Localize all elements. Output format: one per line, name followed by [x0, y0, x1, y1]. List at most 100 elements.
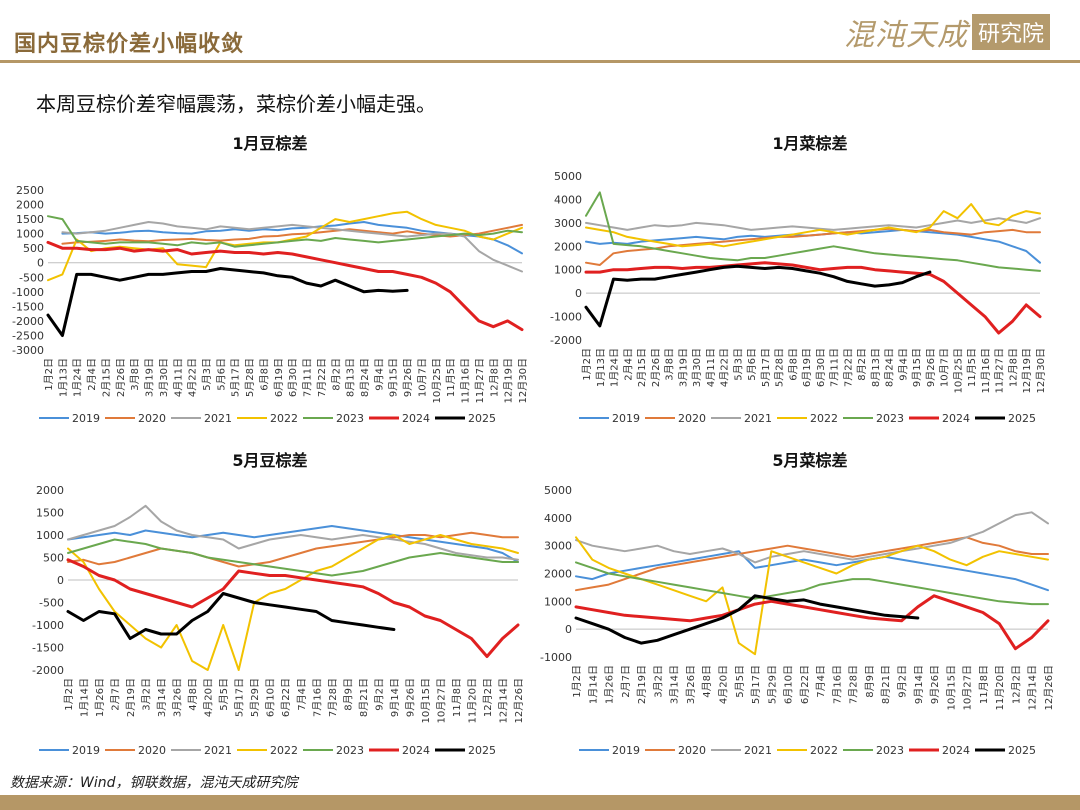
- legend-label: 2022: [270, 412, 298, 425]
- x-tick-label: 2月26日: [115, 358, 127, 397]
- y-tick-label: 1000: [36, 529, 64, 542]
- x-tick-label: 7月28日: [327, 678, 339, 717]
- series-line-2021: [61, 221, 523, 273]
- x-tick-label: 5月17日: [234, 678, 246, 717]
- series-line-2024: [574, 594, 1050, 651]
- legend-label: 2019: [612, 412, 640, 425]
- chart-5-soy-palm-spread: 5月豆棕差 -2000 -1500 -1000 -500 0 500 1000 1500 2000…: [32, 451, 525, 757]
- legend-label: 2020: [678, 412, 706, 425]
- x-tick-label: 7月28日: [848, 665, 860, 704]
- legend-label: 2024: [402, 412, 430, 425]
- series-line-2023: [585, 191, 1041, 272]
- series-line-2022: [585, 203, 1041, 248]
- legend-label: 2023: [336, 412, 364, 425]
- series-line-2025: [46, 267, 409, 337]
- x-tick-label: 3月8日: [129, 358, 141, 391]
- x-tick-label: 1月13日: [57, 358, 69, 397]
- summary-text: 本周豆棕价差窄幅震荡，菜棕价差小幅走强。: [36, 92, 436, 116]
- header-bar: 国内豆棕价差小幅收敛 混沌天成 研究院: [0, 0, 1080, 64]
- x-tick-label: 7月4日: [815, 665, 827, 698]
- x-tick-label: 4月20日: [203, 678, 215, 717]
- x-tick-label: 11月5日: [445, 358, 457, 397]
- legend-label: 2020: [138, 744, 166, 757]
- x-tick-label: 5月29日: [249, 678, 261, 717]
- data-source-note: 数据来源：Wind，钢联数据，混沌天成研究院: [10, 775, 298, 791]
- x-tick-label: 8月21日: [880, 665, 892, 704]
- x-tick-label: 6月19日: [273, 358, 285, 397]
- y-tick-label: 4000: [554, 193, 582, 206]
- legend-label: 2025: [1008, 744, 1036, 757]
- y-tick-label: -3000: [12, 344, 44, 357]
- legend-label: 2024: [402, 744, 430, 757]
- chart-title: 5月豆棕差: [232, 451, 307, 470]
- x-tick-label: 1月24日: [609, 348, 621, 387]
- y-tick-label: -2500: [12, 329, 44, 342]
- x-tick-label: 2月26日: [650, 348, 662, 387]
- legend-label: 2022: [270, 744, 298, 757]
- series-line-2021: [575, 511, 1049, 564]
- x-tick-label: 4月20日: [717, 665, 729, 704]
- x-tick-label: 3月8日: [664, 348, 676, 381]
- series-line-2022: [47, 210, 523, 282]
- x-tick-label: 6月8日: [787, 348, 799, 381]
- y-tick-label: -1000: [32, 619, 64, 632]
- x-tick-label: 10月15日: [945, 665, 957, 710]
- x-tick-label: 4月8日: [701, 665, 713, 698]
- x-tick-label: 1月14日: [79, 678, 91, 717]
- y-tick-label: 0: [57, 574, 64, 587]
- x-tick-label: 7月11日: [302, 358, 314, 397]
- x-tick-label: 7月16日: [831, 665, 843, 704]
- x-tick-label: 4月8日: [187, 678, 199, 711]
- x-tick-label: 7月4日: [296, 678, 308, 711]
- series-line-2025: [66, 592, 396, 640]
- x-tick-label: 2月7日: [110, 678, 122, 711]
- x-tick-label: 1月26日: [94, 678, 106, 717]
- y-tick-label: 500: [43, 552, 64, 565]
- x-tick-label: 5月17日: [760, 348, 772, 387]
- x-tick-label: 12月30日: [1035, 348, 1047, 393]
- x-tick-label: 2月15日: [636, 348, 648, 387]
- x-tick-label: 11月27日: [474, 358, 486, 403]
- x-tick-label: 9月4日: [897, 348, 909, 381]
- x-tick-label: 11月16日: [980, 348, 992, 393]
- x-tick-label: 12月19日: [1021, 348, 1033, 393]
- x-tick-label: 3月2日: [141, 678, 153, 711]
- x-tick-label: 4月11日: [705, 348, 717, 387]
- logo-text: 混沌天成: [844, 18, 968, 53]
- series-line-2020: [585, 227, 1041, 266]
- x-tick-label: 8月13日: [345, 358, 357, 397]
- x-tick-label: 9月2日: [373, 678, 385, 711]
- x-tick-label: 11月16日: [460, 358, 472, 403]
- x-tick-label: 4月11日: [172, 358, 184, 397]
- legend-label: 2024: [942, 744, 970, 757]
- y-tick-label: 2000: [16, 199, 44, 212]
- legend-label: 2019: [72, 412, 100, 425]
- series-line-2021: [585, 217, 1041, 231]
- x-tick-label: 11月27日: [994, 348, 1006, 393]
- legend-label: 2020: [138, 412, 166, 425]
- y-tick-label: -2000: [12, 315, 44, 328]
- x-tick-label: 1月2日: [571, 665, 583, 698]
- x-tick-label: 5月6日: [215, 358, 227, 391]
- legend-label: 2019: [612, 744, 640, 757]
- x-tick-label: 1月2日: [43, 358, 55, 391]
- y-tick-label: 5000: [544, 484, 572, 497]
- x-tick-label: 10月15日: [420, 678, 432, 723]
- legend-label: 2021: [744, 412, 772, 425]
- x-tick-label: 7月11日: [829, 348, 841, 387]
- series-line-2025: [574, 594, 920, 645]
- x-tick-label: 8月9日: [864, 665, 876, 698]
- legend-label: 2019: [72, 744, 100, 757]
- series-line-2022: [67, 534, 519, 671]
- header-divider: [0, 60, 1080, 63]
- legend-label: 2021: [204, 744, 232, 757]
- legend-label: 2022: [810, 744, 838, 757]
- x-tick-label: 3月19日: [144, 358, 156, 397]
- x-tick-label: 10月27日: [962, 665, 974, 710]
- x-tick-label: 9月14日: [389, 678, 401, 717]
- y-tick-label: -500: [39, 597, 64, 610]
- x-tick-label: 12月2日: [1010, 665, 1022, 704]
- x-tick-label: 10月25日: [952, 348, 964, 393]
- y-tick-label: 2000: [554, 240, 582, 253]
- x-tick-label: 9月26日: [402, 358, 414, 397]
